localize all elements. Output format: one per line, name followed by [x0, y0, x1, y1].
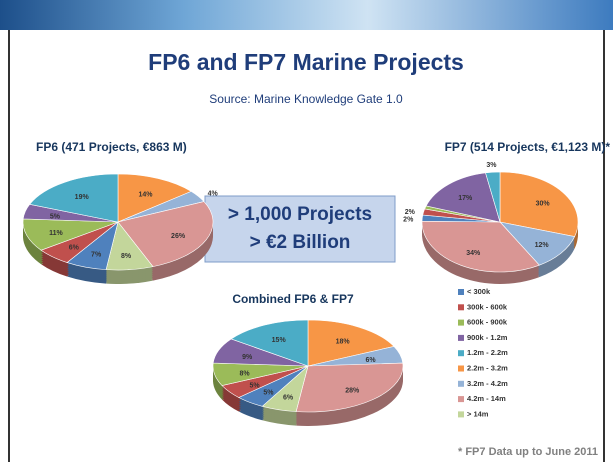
legend-swatch [458, 411, 464, 418]
data-label: 19% [75, 194, 90, 201]
header-band [0, 0, 613, 30]
slide-subtitle: Source: Marine Knowledge Gate 1.0 [209, 92, 403, 106]
data-label: 8% [121, 253, 132, 260]
data-label: 11% [49, 230, 63, 237]
legend-swatch [458, 304, 464, 311]
data-label: 28% [345, 388, 360, 395]
pie-slice [421, 220, 540, 273]
data-label: 7% [91, 252, 102, 259]
pie-slice [117, 173, 192, 223]
data-label: 6% [366, 357, 377, 364]
footnote: * FP7 Data up to June 2011 [458, 446, 598, 458]
legend-label: < 300k [467, 287, 491, 296]
data-label: 12% [535, 242, 550, 249]
data-label: 3% [486, 162, 497, 169]
pie-slice [295, 362, 404, 413]
legend-swatch [458, 365, 464, 372]
data-label: 9% [242, 354, 253, 361]
data-label: 6% [283, 395, 294, 402]
data-label: 17% [458, 195, 473, 202]
data-label: 6% [69, 245, 80, 252]
legend-swatch [458, 289, 464, 295]
slide-title: FP6 and FP7 Marine Projects [148, 49, 464, 75]
legend-swatch [458, 380, 464, 387]
pie-slice [485, 171, 501, 223]
data-label: 2% [405, 209, 416, 216]
chart-title: FP6 (471 Projects, €863 M) [36, 140, 187, 154]
callout-text: > 1,000 Projects [228, 204, 372, 225]
pie-slice [29, 173, 119, 223]
data-label: 14% [138, 191, 153, 198]
legend-swatch [458, 334, 464, 341]
legend-swatch [458, 350, 464, 357]
legend-label: 900k - 1.2m [467, 333, 508, 342]
data-label: 18% [336, 338, 351, 345]
legend-label: 300k - 600k [467, 302, 508, 311]
data-label: 8% [239, 371, 250, 378]
legend-swatch [458, 396, 464, 403]
callout-box [204, 195, 396, 263]
legend-swatch [458, 319, 464, 326]
data-label: 5% [50, 214, 61, 221]
legend-label: 2.2m - 3.2m [467, 363, 508, 372]
pie-slice [22, 218, 119, 251]
data-label: 5% [250, 382, 261, 389]
chart-title: FP7 (514 Projects, €1,123 M)* [445, 140, 611, 154]
chart-title: Combined FP6 & FP7 [232, 292, 354, 306]
pie-slice [117, 201, 214, 267]
data-label: 4% [208, 190, 219, 197]
callout-text: > €2 Billion [250, 232, 351, 253]
pie-slice [499, 171, 579, 237]
legend-label: 600k - 900k [467, 318, 508, 327]
data-label: 34% [466, 250, 481, 257]
legend-label: > 14m [467, 409, 489, 418]
data-label: 15% [272, 337, 287, 344]
pie-slice [230, 319, 309, 367]
legend-label: 3.2m - 4.2m [467, 379, 508, 388]
pie-slice [307, 319, 395, 367]
data-label: 26% [171, 233, 186, 240]
pie-slice [425, 172, 501, 223]
legend-label: 1.2m - 2.2m [467, 348, 508, 357]
data-label: 5% [263, 390, 274, 397]
data-label: 2% [403, 216, 414, 223]
legend-label: 4.2m - 14m [467, 394, 506, 403]
data-label: 30% [536, 201, 551, 208]
